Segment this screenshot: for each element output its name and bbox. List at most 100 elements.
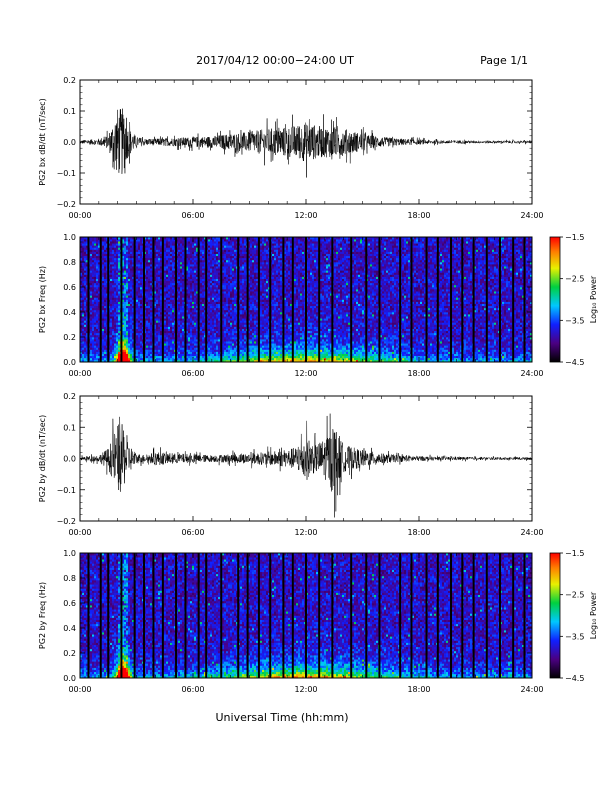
spectrogram-cell [200, 301, 203, 304]
spectrogram-cell [156, 353, 159, 357]
spectrogram-cell [116, 287, 119, 290]
spectrogram-cell [188, 349, 191, 352]
spectrogram-cell [110, 249, 113, 252]
spectrogram-cell [144, 343, 147, 346]
spectrogram-cell [154, 339, 157, 342]
spectrogram-cell [80, 326, 83, 329]
spectrogram-cell [98, 312, 101, 315]
spectrogram-cell [218, 237, 221, 240]
spectrogram-cell [150, 309, 153, 313]
spectrogram-cell [114, 330, 117, 334]
spectrogram-cell [166, 328, 169, 332]
spectrogram-cell [92, 339, 95, 342]
spectrogram-cell [202, 316, 205, 319]
spectrogram-cell [110, 357, 113, 361]
spectrogram-cell [98, 243, 101, 246]
spectrogram-cell [214, 280, 217, 284]
spectrogram-cell [200, 289, 203, 292]
spectrogram-cell [216, 351, 219, 354]
spectrogram-cell [226, 359, 229, 363]
spectrogram-cell [98, 239, 101, 242]
spectrogram-cell [176, 272, 179, 275]
spectrogram-cell [200, 255, 203, 259]
spectrogram-cell [178, 343, 181, 346]
spectrogram-cell [122, 351, 125, 354]
spectrogram-cell [114, 287, 117, 290]
spectrogram-cell [186, 299, 189, 302]
spectrogram-cell [224, 351, 227, 354]
spectrogram-cell [216, 301, 219, 304]
spectrogram-cell [126, 274, 129, 277]
spectrogram-cell [136, 291, 139, 294]
spectrogram-cell [104, 339, 107, 342]
spectrogram-cell [188, 324, 191, 327]
spectrogram-cell [178, 305, 181, 309]
spectrogram-cell [180, 295, 183, 298]
spectrogram-cell [158, 328, 161, 332]
spectrogram-cell [86, 314, 89, 317]
spectrogram-cell [164, 355, 167, 359]
spectrogram-cell [144, 247, 147, 250]
spectrogram-cell [112, 343, 115, 346]
spectrogram-cell [102, 334, 105, 338]
spectrogram-cell [144, 270, 147, 273]
spectrogram-cell [188, 309, 191, 313]
spectrogram-cell [216, 347, 219, 350]
spectrogram-cell [194, 239, 197, 242]
spectrogram-cell [112, 266, 115, 269]
spectrogram-cell [208, 314, 211, 317]
spectrogram-cell [92, 284, 95, 288]
spectrogram-cell [204, 341, 207, 344]
spectrogram-cell [98, 330, 101, 334]
spectrogram-cell [148, 268, 151, 271]
spectrogram-cell [234, 287, 237, 290]
spectrogram-cell [222, 328, 225, 332]
spectrogram-cell [104, 359, 107, 363]
spectrogram-cell [234, 334, 237, 338]
spectrogram-cell [86, 245, 89, 248]
spectrogram-cell [158, 272, 161, 275]
spectrogram-cell [140, 328, 143, 332]
spectrogram-cell [234, 357, 237, 361]
spectrogram-cell [140, 297, 143, 300]
spectrogram-cell [90, 255, 93, 259]
spectrogram-cell [136, 318, 139, 321]
spectrogram-cell [84, 324, 87, 327]
spectrogram-cell [84, 278, 87, 282]
spectrogram-cell [94, 282, 97, 286]
spectrogram-cell [234, 270, 237, 273]
spectrogram-cell [172, 330, 175, 334]
spectrogram-cell [224, 316, 227, 319]
spectrogram-cell [156, 314, 159, 317]
spectrogram-cell [180, 347, 183, 350]
spectrogram-cell [122, 303, 125, 307]
spectrogram-cell [148, 287, 151, 290]
spectrogram-cell [106, 309, 109, 313]
spectrogram-cell [140, 314, 143, 317]
spectrogram-cell [236, 353, 239, 357]
spectrogram-cell [150, 326, 153, 329]
spectrogram-cell [90, 245, 93, 248]
spectrogram-cell [114, 326, 117, 329]
spectrogram-cell [146, 259, 149, 263]
spectrogram-cell [216, 287, 219, 290]
spectrogram-cell [94, 359, 97, 363]
spectrogram-cell [102, 330, 105, 334]
spectrogram-cell [92, 343, 95, 346]
spectrogram-cell [228, 334, 231, 338]
spectrogram-cell [114, 237, 117, 240]
spectrogram-cell [188, 291, 191, 294]
spectrogram-cell [222, 257, 225, 261]
spectrogram-cell [202, 243, 205, 246]
spectrogram-cell [210, 295, 213, 298]
spectrogram-cell [128, 237, 131, 240]
spectrogram-cell [210, 334, 213, 338]
spectrogram-cell [98, 343, 101, 346]
spectrogram-cell [92, 241, 95, 244]
spectrogram-cell [150, 357, 153, 361]
spectrogram-cell [230, 237, 233, 240]
spectrogram-cell [236, 297, 239, 300]
spectrogram-cell [240, 243, 243, 246]
spectrogram-cell [156, 324, 159, 327]
spectrogram-cell [236, 316, 239, 319]
